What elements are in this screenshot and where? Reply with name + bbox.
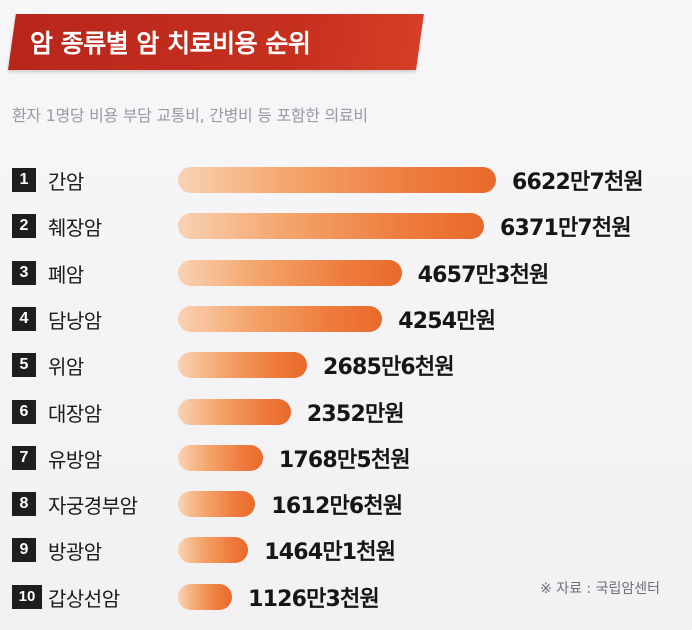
bar-row: 5 위암 2685만6천원	[0, 343, 692, 387]
rank-badge: 5	[12, 353, 36, 378]
source-note: ※ 자료 : 국립암센터	[540, 581, 660, 597]
data-label: 2352만원	[306, 401, 405, 427]
rank-badge: 2	[12, 214, 36, 239]
category-label: 췌장암	[48, 216, 102, 241]
rank-badge: 8	[12, 492, 36, 517]
data-label: 1612만6천원	[271, 494, 403, 520]
bar-row: 8 자궁경부암 1612만6천원	[0, 482, 692, 526]
category-label: 위암	[48, 355, 84, 380]
bar	[178, 167, 496, 193]
bar-row: 9 방광암 1464만1천원	[0, 528, 692, 572]
bar	[178, 583, 233, 610]
category-label: 방광암	[48, 540, 102, 565]
bar	[178, 305, 383, 332]
bar-row: 1 간암 6622만7천원	[0, 158, 692, 202]
category-label: 담낭암	[48, 308, 102, 333]
bar	[178, 444, 263, 471]
bar	[178, 213, 484, 240]
category-label: 유방암	[48, 447, 102, 472]
bar	[178, 352, 307, 379]
rank-badge: 10	[12, 584, 42, 609]
data-label: 1768만5천원	[278, 447, 411, 473]
category-label: 갑상선암	[48, 586, 120, 611]
data-label: 6622만7천원	[512, 170, 644, 195]
bar-row: 4 담낭암 4254만원	[0, 297, 692, 341]
data-label: 2685만6천원	[322, 355, 455, 381]
rank-badge: 1	[12, 168, 36, 192]
bar-row: 10 갑상선암 1126만3천원	[0, 575, 692, 619]
bar-row: 3 폐암 4657만3천원	[0, 251, 692, 295]
data-label: 1126만3천원	[248, 586, 380, 612]
category-label: 간암	[48, 170, 84, 194]
rank-badge: 9	[12, 538, 36, 563]
bar-row: 2 췌장암 6371만7천원	[0, 204, 692, 248]
data-label: 4657만3천원	[417, 262, 550, 288]
data-label: 6371만7천원	[499, 216, 632, 242]
rank-badge: 4	[12, 306, 36, 331]
bar-row: 6 대장암 2352만원	[0, 390, 692, 434]
bar	[178, 398, 291, 425]
chart-subtitle: 환자 1명당 비용 부담 교통비, 간병비 등 포함한 의료비	[12, 106, 368, 125]
rank-badge: 3	[12, 260, 36, 285]
bar	[178, 491, 256, 518]
category-label: 대장암	[48, 401, 102, 426]
bar	[178, 259, 402, 286]
bar-row: 7 유방암 1768만5천원	[0, 436, 692, 480]
chart-title: 암 종류별 암 치료비용 순위	[30, 29, 311, 58]
rank-badge: 7	[12, 445, 36, 470]
bar	[178, 537, 249, 564]
category-label: 자궁경부암	[48, 494, 138, 519]
data-label: 1464만1천원	[264, 540, 396, 566]
data-label: 4254만원	[398, 308, 496, 334]
category-label: 폐암	[48, 262, 84, 287]
rank-badge: 6	[12, 399, 36, 424]
